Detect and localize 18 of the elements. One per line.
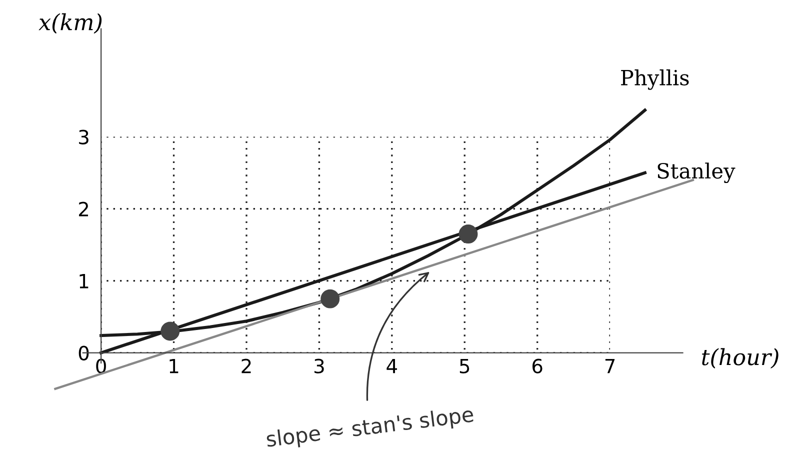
y-tick-label: 1 — [80, 274, 88, 288]
y-tick-label: 2 — [79, 202, 88, 216]
x-tick-label: 7 — [605, 358, 615, 374]
series-label: Stanley — [658, 162, 736, 184]
x-tick-label: 6 — [532, 358, 542, 374]
series-label: Phyllis — [621, 69, 689, 90]
x-tick-label: 2 — [242, 358, 251, 374]
point — [160, 322, 180, 341]
x-tick-label: 4 — [386, 358, 398, 374]
point — [458, 224, 478, 244]
y-tick-label: 3 — [79, 130, 88, 144]
x-tick-label: 1 — [170, 358, 178, 374]
annotation: slope ≈ stan's slope — [266, 406, 474, 452]
point — [320, 289, 340, 308]
x-axis-title: t(hour) — [702, 348, 778, 369]
y-axis-title: x(km) — [38, 13, 102, 34]
x-tick-label: 3 — [314, 358, 324, 374]
x-tick-label: 5 — [460, 358, 470, 374]
